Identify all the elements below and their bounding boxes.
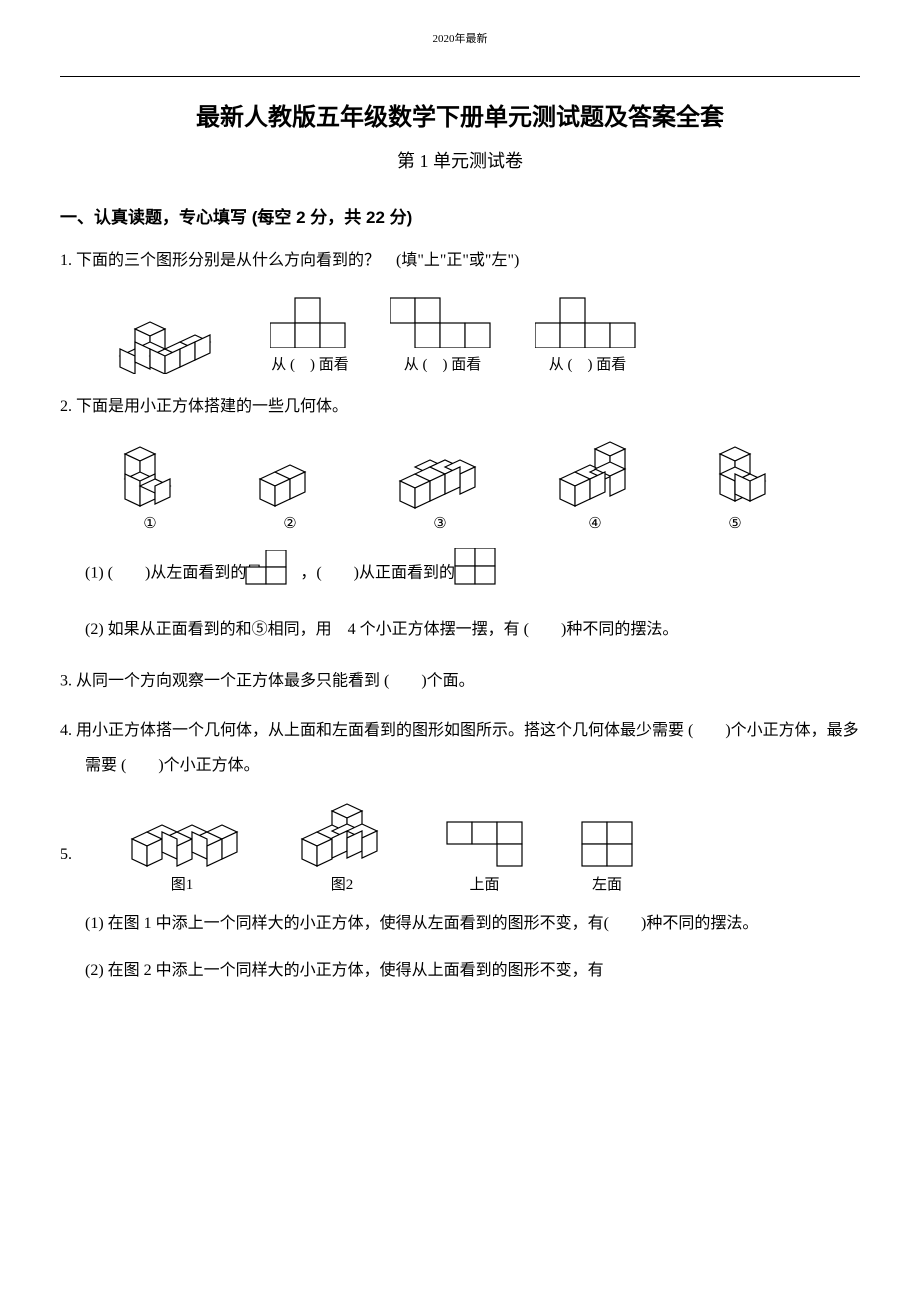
q2-label-1: ①: [143, 514, 156, 533]
view-label-suffix: ) 面看: [310, 357, 349, 373]
q2-sub1-b: ，( )从正面看到的是: [300, 565, 471, 582]
q2-fig-2: ②: [250, 459, 330, 533]
question-5-sub1: (1) 在图 1 中添上一个同样大的小正方体，使得从左面看到的图形不变，有( )…: [60, 906, 860, 941]
question-5-sub2: (2) 在图 2 中添上一个同样大的小正方体，使得从上面看到的图形不变，有: [60, 953, 860, 988]
q1-view-2: 从 ( ) 面看: [390, 293, 495, 374]
q2-shape-1: [271, 550, 291, 598]
q2-fig-4: ④: [550, 439, 640, 533]
view-label-prefix: 从 (: [404, 357, 428, 373]
document-title: 最新人教版五年级数学下册单元测试题及答案全套: [60, 97, 860, 132]
view-label-prefix: 从 (: [549, 357, 573, 373]
q2-fig-3: ③: [390, 454, 490, 533]
q3-text: 3. 从同一个方向观察一个正方体最多只能看到: [60, 672, 380, 689]
page-header: 2020年最新: [60, 30, 860, 46]
q2-label-2: ②: [283, 514, 296, 533]
q2-fig-5: ⑤: [700, 439, 770, 533]
question-2-sub2: (2) 如果从正面看到的和⑤相同，用 4 个小正方体摆一摆，有 ( )种不同的摆…: [60, 612, 860, 647]
view-label-prefix: 从 (: [271, 357, 295, 373]
view-label-suffix: ) 面看: [588, 357, 627, 373]
q4-top-label: 上面: [469, 873, 499, 894]
q4-left-view: 左面: [577, 819, 637, 894]
section-heading: 一、认真读题，专心填写 (每空 2 分，共 22 分): [60, 203, 860, 228]
question-2: 2. 下面是用小正方体搭建的一些几何体。: [60, 389, 860, 424]
q1-figure-3d: [110, 294, 230, 374]
q2-shape-2: [480, 548, 500, 599]
q2-label-5: ⑤: [728, 514, 741, 533]
divider: [60, 76, 860, 77]
document-subtitle: 第 1 单元测试卷: [60, 147, 860, 173]
q4-top-view: 上面: [442, 819, 527, 894]
question-1: 1. 下面的三个图形分别是从什么方向看到的？ (填"上"正"或"左"): [60, 243, 860, 278]
q2-label-3: ③: [433, 514, 446, 533]
q2-fig-1: ①: [110, 439, 190, 533]
q1-view-1: 从 ( ) 面看: [270, 293, 350, 374]
question-4: 4. 用小正方体搭一个几何体，从上面和左面看到的图形如图所示。搭这个几何体最少需…: [60, 713, 860, 783]
q2-sub1-a: (1) ( )从左面看到的是: [85, 565, 262, 582]
q3-tail: ( )个面。: [380, 672, 475, 689]
q5-fig1-label: 图1: [171, 873, 194, 894]
q2-label-4: ④: [588, 514, 601, 533]
q4-left-label: 左面: [592, 873, 622, 894]
view-label-suffix: ) 面看: [443, 357, 482, 373]
q1-figures: 从 ( ) 面看 从 ( ) 面看: [110, 293, 860, 374]
q2-figures: ① ②: [110, 439, 860, 533]
q5-fig1: 图1: [122, 814, 242, 894]
question-2-sub1: (1) ( )从左面看到的是 ，( )从正面看到的是: [60, 548, 860, 599]
q5-fig2: 图2: [292, 799, 392, 894]
q1-view-3: 从 ( ) 面看: [535, 293, 640, 374]
q5-fig2-label: 图2: [331, 873, 354, 894]
question-3: 3. 从同一个方向观察一个正方体最多只能看到1 ( )个面。: [60, 662, 860, 699]
q5-number: 5.: [60, 846, 72, 894]
